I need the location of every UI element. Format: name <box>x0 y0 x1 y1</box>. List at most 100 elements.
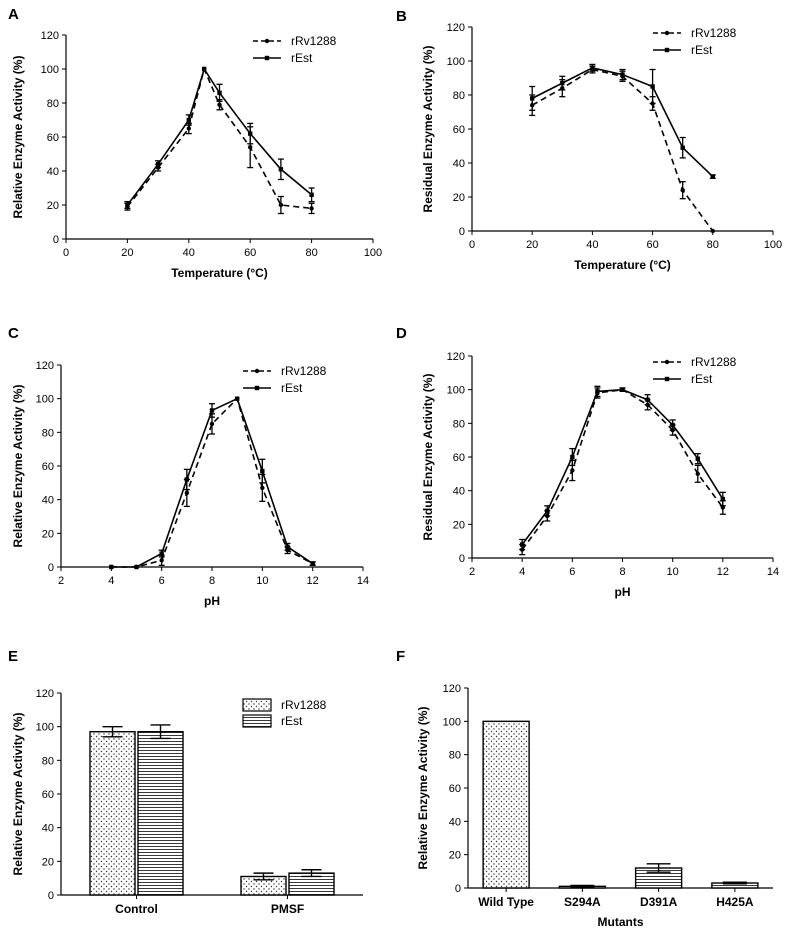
y-tick-label: 0 <box>53 234 59 246</box>
category-label: PMSF <box>271 902 304 916</box>
panel-e-pmsf-inhibition: 0 20 40 60 80 100 120 Relative Enzyme Activity … <box>11 688 363 916</box>
y-axis-label: Relative Enzyme Activity (%) <box>416 707 430 870</box>
panel-letter-d: D <box>396 325 407 342</box>
y-tick-label: 60 <box>42 789 54 801</box>
y-tick-label: 40 <box>42 823 54 835</box>
legend-marker <box>264 55 270 61</box>
y-tick-label: 20 <box>47 200 59 212</box>
x-tick-label: 2 <box>58 575 64 587</box>
y-axis-label: Residual Enzyme Activity (%) <box>421 374 435 541</box>
y-tick-label: 80 <box>453 418 465 430</box>
x-tick-label: 4 <box>108 575 114 587</box>
legend-label-rRv1288: rRv1288 <box>281 698 327 712</box>
data-point-rRv1288 <box>159 558 164 563</box>
data-point-rRv1288 <box>217 102 222 107</box>
y-tick-label: 120 <box>36 688 54 700</box>
data-point-rRv1288 <box>309 206 314 211</box>
data-point-rEst <box>217 90 222 95</box>
y-tick-label: 40 <box>42 495 54 507</box>
legend-marker <box>664 30 670 36</box>
data-point-rEst <box>695 456 700 461</box>
category-label: D391A <box>640 895 678 909</box>
y-tick-label: 20 <box>453 192 465 204</box>
data-point-rEst <box>109 564 114 570</box>
y-axis-label: Relative Enzyme Activity (%) <box>11 713 25 876</box>
data-point-rRv1288 <box>278 202 284 208</box>
data-point-rRv1288 <box>570 468 575 473</box>
x-tick-label: 100 <box>764 239 782 251</box>
data-point-rEst <box>530 96 535 101</box>
x-tick-label: 20 <box>121 247 133 259</box>
y-tick-label: 80 <box>453 90 465 102</box>
data-point-rRv1288 <box>260 485 265 491</box>
y-tick-label: 120 <box>41 30 59 42</box>
panel-letter-e: E <box>8 648 18 665</box>
data-point-rEst <box>310 561 315 566</box>
x-axis-label: Temperature (°C) <box>171 266 268 280</box>
data-point-rEst <box>234 396 240 401</box>
y-tick-label: 80 <box>449 750 461 762</box>
data-point-rEst <box>560 80 565 86</box>
data-point-rEst <box>184 477 190 482</box>
y-tick-label: 20 <box>453 519 465 531</box>
x-axis-label: Mutants <box>598 915 644 929</box>
x-tick-label: 12 <box>307 575 319 587</box>
x-tick-label: 6 <box>159 575 165 587</box>
panel-b-temperature-stability: 0 20 40 60 80 100 120 Residual Enzyme Activity … <box>421 22 782 272</box>
y-tick-label: 80 <box>47 98 59 110</box>
y-tick-label: 100 <box>447 385 465 397</box>
data-point-rRv1288 <box>680 188 685 193</box>
x-tick-label: 10 <box>667 566 679 578</box>
data-point-rEst <box>278 167 284 172</box>
y-tick-label: 100 <box>41 64 59 76</box>
data-point-rRv1288 <box>184 490 190 496</box>
data-point-rRv1288 <box>248 145 253 150</box>
category-label: S294A <box>564 895 601 909</box>
y-tick-label: 80 <box>42 755 54 767</box>
x-tick-label: 60 <box>244 247 256 259</box>
data-point-rEst <box>519 542 525 547</box>
y-tick-label: 60 <box>453 452 465 464</box>
data-point-rEst <box>201 66 207 72</box>
x-tick-label: 40 <box>586 239 598 251</box>
x-axis-label: Temperature (°C) <box>574 258 671 272</box>
legend-swatch-rEst <box>242 714 272 728</box>
data-point-rEst <box>620 72 625 77</box>
y-axis-label: Relative Enzyme Activity (%) <box>11 56 25 219</box>
data-point-rEst <box>590 65 595 70</box>
data-point-rEst <box>248 131 253 136</box>
data-point-rRv1288 <box>695 471 700 477</box>
legend-label-rRv1288: rRv1288 <box>691 355 737 369</box>
y-tick-label: 0 <box>48 890 54 902</box>
y-axis-label: Residual Enzyme Activity (%) <box>421 46 435 213</box>
y-tick-label: 0 <box>455 883 461 895</box>
series-line-rRv1288 <box>126 66 312 210</box>
panel-letter-f: F <box>396 648 405 665</box>
legend-label-rEst: rEst <box>281 714 303 728</box>
x-tick-label: 12 <box>717 566 729 578</box>
data-point-rRv1288 <box>710 228 715 234</box>
legend-swatch-rRv1288 <box>242 698 272 712</box>
data-point-rEst <box>209 408 215 413</box>
data-point-rEst <box>595 389 600 394</box>
x-tick-label: 0 <box>469 239 475 251</box>
y-tick-label: 60 <box>42 461 54 473</box>
y-tick-label: 120 <box>443 683 461 695</box>
y-tick-label: 100 <box>36 394 54 406</box>
category-label: Wild Type <box>478 895 534 909</box>
data-point-rEst <box>710 174 715 179</box>
legend-marker <box>664 376 670 382</box>
data-point-rEst <box>134 564 139 570</box>
data-point-rEst <box>720 496 726 502</box>
y-tick-label: 0 <box>459 226 465 238</box>
data-point-rEst <box>260 468 265 474</box>
series-line-rEst <box>531 66 714 178</box>
series-line-rRv1288 <box>521 388 724 551</box>
data-point-rEst <box>186 117 191 123</box>
data-point-rEst <box>645 397 650 402</box>
x-tick-label: 2 <box>469 566 475 578</box>
x-tick-label: 14 <box>767 566 779 578</box>
x-tick-label: 10 <box>256 575 268 587</box>
y-tick-label: 60 <box>453 124 465 136</box>
